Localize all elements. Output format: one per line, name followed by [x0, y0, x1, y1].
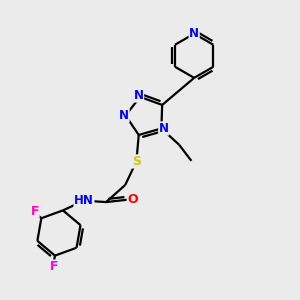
- Text: O: O: [127, 193, 138, 206]
- Text: N: N: [159, 122, 169, 135]
- Text: N: N: [134, 89, 144, 102]
- Text: N: N: [189, 27, 199, 40]
- Text: F: F: [50, 260, 58, 273]
- Text: S: S: [132, 155, 141, 168]
- Text: F: F: [31, 205, 39, 218]
- Text: HN: HN: [74, 194, 94, 207]
- Text: N: N: [119, 109, 129, 122]
